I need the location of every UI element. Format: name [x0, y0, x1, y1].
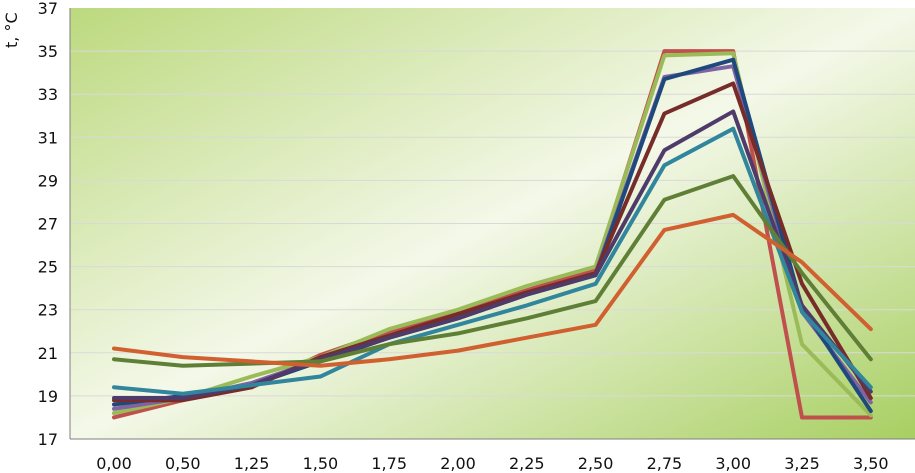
y-tick-label: 19	[38, 387, 58, 406]
x-tick-label: 2,25	[509, 454, 545, 473]
x-tick-label: 1,75	[371, 454, 407, 473]
x-tick-labels: 0,00 0,50 1,25 1,50 1,75 2,00 2,25 2,50 2,75 3,00…	[96, 454, 888, 473]
series-line-8	[112, 174, 873, 368]
x-tick-label: 0,00	[96, 454, 132, 473]
x-tick-label: 3,25	[784, 454, 820, 473]
x-tick-label: 3,50	[853, 454, 889, 473]
y-tick-label: 33	[38, 85, 58, 104]
y-tick-label: 31	[38, 128, 58, 147]
x-tick-label: 2,50	[578, 454, 614, 473]
y-tick-label: 25	[38, 258, 58, 277]
x-tick-label: 1,25	[234, 454, 270, 473]
y-axis-label: t, °C	[2, 12, 21, 48]
series-line-9	[112, 212, 873, 368]
series-lines	[112, 49, 873, 420]
y-tick-label: 37	[38, 0, 58, 18]
y-tick-label: 27	[38, 215, 58, 234]
y-tick-labels: 17 19 21 23 25 27 29 31 33 35 37	[38, 0, 58, 449]
x-tick-label: 0,50	[165, 454, 201, 473]
x-tick-label: 2,00	[440, 454, 476, 473]
series-line-5	[112, 81, 873, 403]
y-tick-label: 17	[38, 430, 58, 449]
y-tick-label: 29	[38, 171, 58, 190]
y-tick-label: 21	[38, 344, 58, 363]
x-tick-label: 2,75	[647, 454, 683, 473]
x-tick-label: 3,00	[715, 454, 751, 473]
series-line-7	[112, 126, 873, 396]
y-tick-label: 23	[38, 301, 58, 320]
x-tick-label: 1,50	[303, 454, 339, 473]
y-tick-label: 35	[38, 42, 58, 61]
